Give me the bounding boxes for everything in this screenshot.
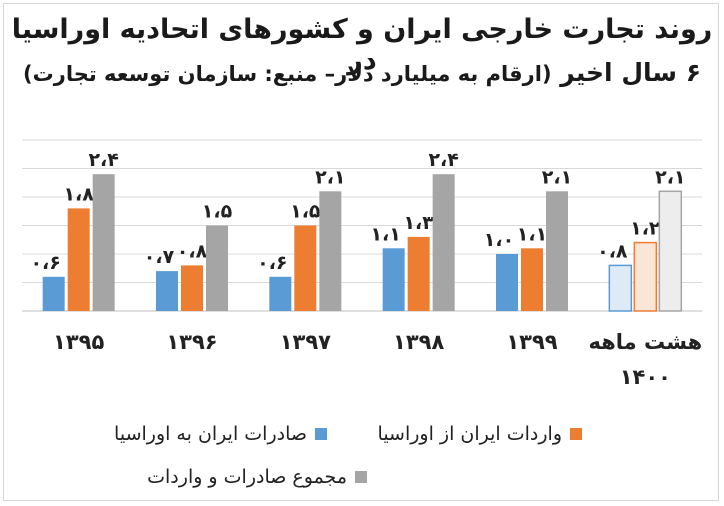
category-label: ۱۳۹۵ xyxy=(53,330,104,354)
chart-title-line1: روند تجارت خارجی ایران و کشورهای اتحادیه… xyxy=(11,14,713,76)
data-label: ۰،۸ xyxy=(177,240,208,262)
legend-label-exports: صادرات ایران به اوراسیا xyxy=(114,423,307,445)
legend-label-total: مجموع صادرات و واردات xyxy=(147,466,347,488)
legend-label-imports: واردات ایران از اوراسیا xyxy=(377,423,562,445)
bar xyxy=(67,208,90,311)
category-label: ۱۴۰۰ xyxy=(620,365,671,389)
bar xyxy=(496,254,518,311)
bar xyxy=(633,241,658,312)
bar xyxy=(92,174,115,311)
bar xyxy=(42,276,65,311)
bar xyxy=(658,190,683,312)
data-label: ۱،۵ xyxy=(290,201,321,223)
bar xyxy=(181,265,203,311)
legend-item-imports: واردات ایران از اوراسیا xyxy=(378,423,582,445)
chart-title-main: ۶ سال اخیر xyxy=(560,58,701,87)
chart-frame xyxy=(3,3,719,501)
data-label: ۲،۱ xyxy=(655,166,685,188)
bar xyxy=(546,191,568,311)
data-label: ۱،۳ xyxy=(403,212,434,234)
data-label: ۱،۵ xyxy=(202,201,233,223)
legend-swatch-total xyxy=(355,471,367,483)
data-label: ۱،۸ xyxy=(63,183,94,205)
data-label: ۰،۶ xyxy=(257,252,287,274)
bar xyxy=(319,191,342,311)
data-label: ۱،۰ xyxy=(484,229,514,251)
data-label: ۲،۴ xyxy=(428,149,458,171)
legend-item-total: مجموع صادرات و واردات xyxy=(147,466,367,488)
category-label: ۱۳۹۹ xyxy=(506,330,557,354)
data-label: ۰،۶ xyxy=(30,252,60,274)
bar xyxy=(294,225,317,311)
legend-swatch-exports xyxy=(315,428,327,440)
chart-title-note: (ارقام به میلیارد دلار– منبع: سازمان توس… xyxy=(23,62,552,86)
bar xyxy=(206,225,228,311)
bar xyxy=(521,248,543,311)
data-label: ۱،۱ xyxy=(370,223,400,245)
bar xyxy=(432,174,455,311)
category-label: ۱۳۹۷ xyxy=(280,330,331,354)
category-label: ۱۳۹۸ xyxy=(393,330,444,354)
bar xyxy=(407,236,430,311)
data-label: ۲،۴ xyxy=(88,149,118,171)
data-label: ۰،۷ xyxy=(144,246,175,268)
data-label: ۰،۸ xyxy=(597,240,628,262)
category-label: ۱۳۹۶ xyxy=(166,330,217,354)
bar xyxy=(608,264,633,312)
bar xyxy=(156,271,178,311)
bar xyxy=(382,248,405,311)
data-label: ۲،۱ xyxy=(315,166,345,188)
data-label: ۱،۱ xyxy=(517,223,547,245)
category-label: هشت ماهه xyxy=(589,330,703,354)
legend-item-exports: صادرات ایران به اوراسیا xyxy=(114,423,327,445)
data-label: ۱،۲ xyxy=(630,218,661,240)
bar xyxy=(269,276,292,311)
chart-title-line2: ۶ سال اخیر (ارقام به میلیارد دلار– منبع:… xyxy=(0,58,724,87)
data-label: ۲،۱ xyxy=(542,166,572,188)
legend-swatch-imports xyxy=(570,428,582,440)
